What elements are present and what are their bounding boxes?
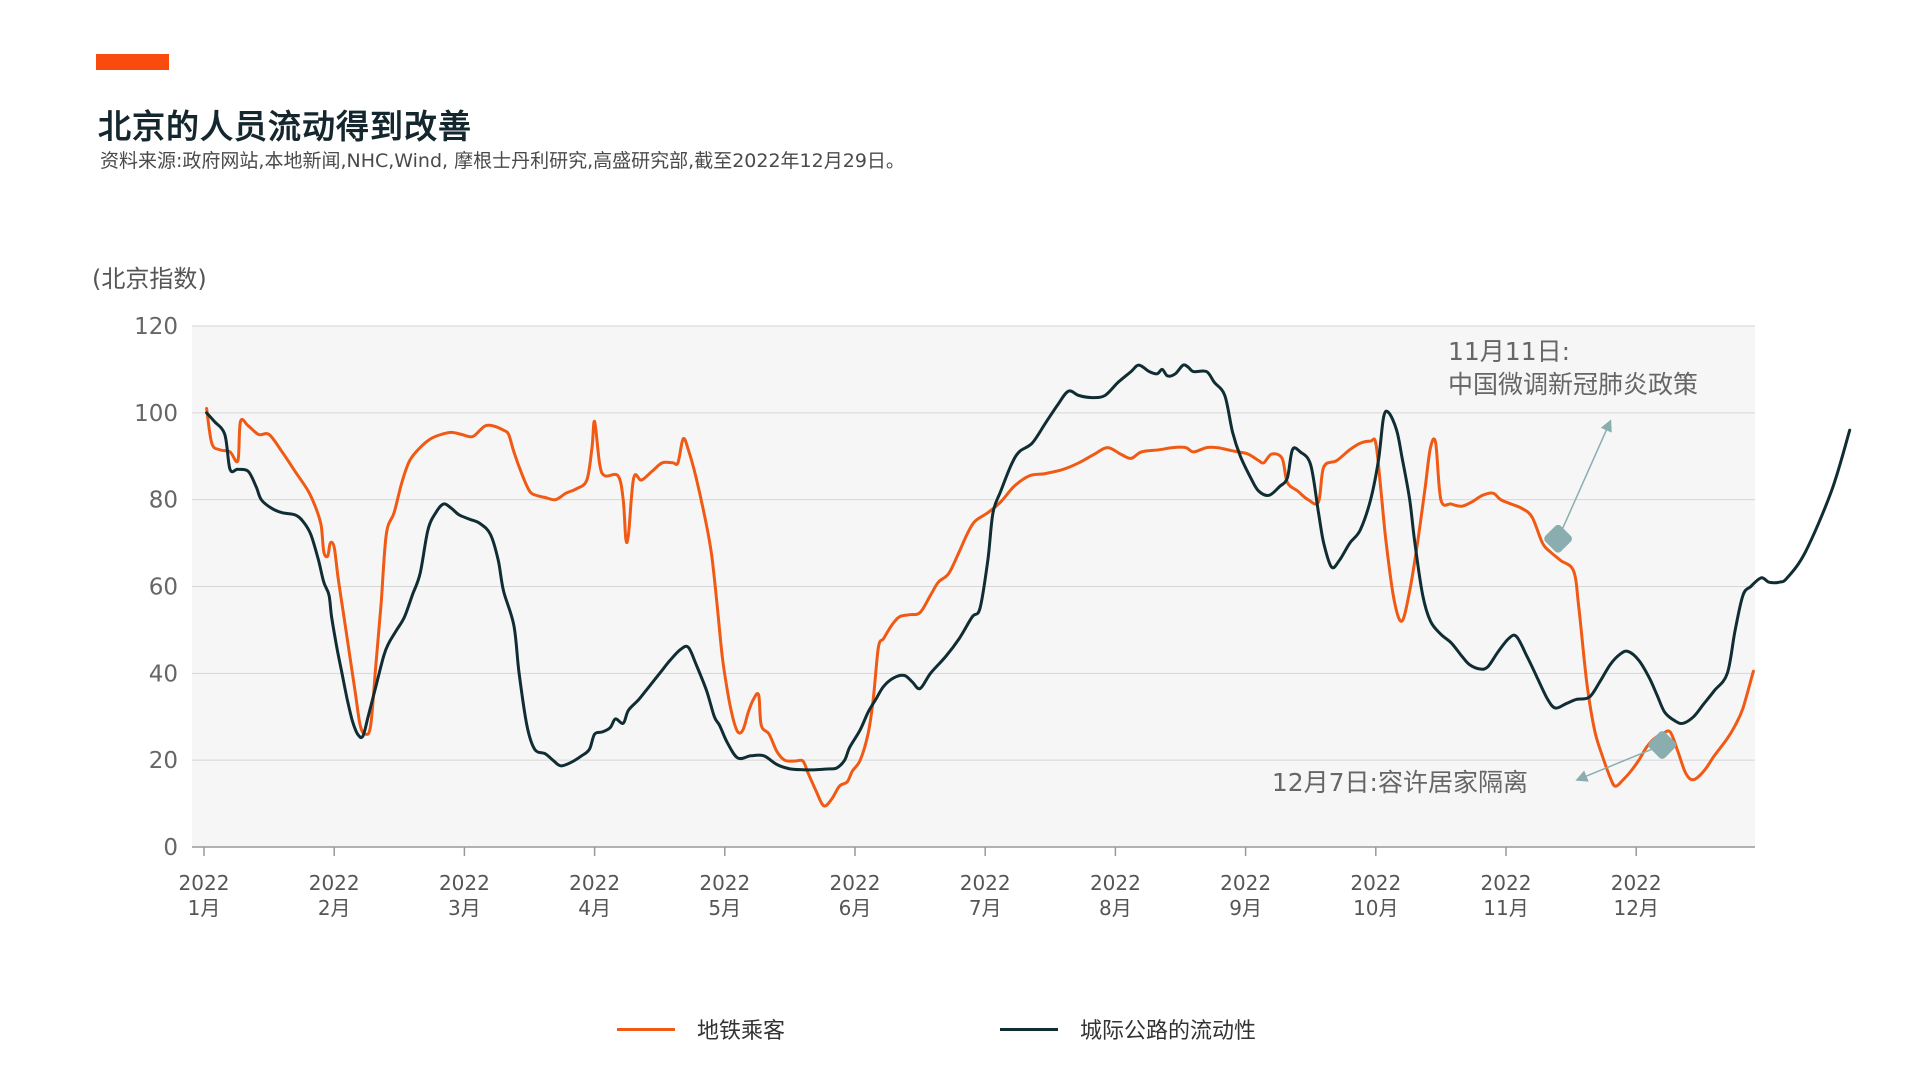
y-axis-label: (北京指数) <box>92 265 207 293</box>
annotation-text: 12月7日:容许居家隔离 <box>1272 768 1528 797</box>
y-tick-label: 40 <box>149 661 178 687</box>
legend-label-highway: 城际公路的流动性 <box>1080 1019 1257 1044</box>
x-tick-month: 2月 <box>318 896 351 920</box>
x-tick-month: 9月 <box>1229 896 1262 920</box>
legend-swatch-highway <box>1000 1027 1058 1031</box>
annotation-arrow <box>1575 744 1663 782</box>
series-line-subway <box>205 407 1755 808</box>
x-tick-year: 2022 <box>309 871 360 895</box>
page-title: 北京的人员流动得到改善 <box>98 107 472 146</box>
x-tick-year: 2022 <box>1220 871 1271 895</box>
y-tick-label: 100 <box>134 401 178 427</box>
y-tick-label: 120 <box>134 314 178 340</box>
x-tick-month: 12月 <box>1613 896 1658 920</box>
x-tick-year: 2022 <box>569 871 620 895</box>
x-tick-month: 8月 <box>1099 896 1132 920</box>
x-tick-year: 2022 <box>1090 871 1141 895</box>
accent-bar <box>96 54 169 70</box>
legend-item-subway: 地铁乘客 <box>617 1013 785 1045</box>
x-tick-month: 7月 <box>969 896 1002 920</box>
x-tick-year: 2022 <box>179 871 230 895</box>
x-tick-month: 4月 <box>578 896 611 920</box>
x-tick-month: 6月 <box>839 896 872 920</box>
x-tick-month: 11月 <box>1483 896 1528 920</box>
annotation-text: 中国微调新冠肺炎政策 <box>1448 370 1698 399</box>
x-tick-year: 2022 <box>960 871 1011 895</box>
x-tick-year: 2022 <box>1481 871 1532 895</box>
legend-label-subway: 地铁乘客 <box>697 1019 786 1044</box>
x-tick-year: 2022 <box>830 871 881 895</box>
annotation-marker <box>1544 524 1572 553</box>
legend-swatch-subway <box>617 1027 675 1031</box>
y-tick-label: 60 <box>149 575 178 601</box>
y-tick-label: 80 <box>149 488 178 514</box>
x-tick-month: 10月 <box>1353 896 1398 920</box>
y-tick-label: 20 <box>149 748 178 774</box>
legend-item-highway: 城际公路的流动性 <box>1000 1013 1256 1045</box>
y-tick-label: 0 <box>163 835 178 861</box>
x-tick-year: 2022 <box>1611 871 1662 895</box>
annotation-marker <box>1648 731 1677 759</box>
x-tick-year: 2022 <box>439 871 490 895</box>
annotation-arrow <box>1557 419 1612 540</box>
x-tick-month: 1月 <box>188 896 221 920</box>
series-line-highway <box>205 363 1852 772</box>
source-note: 资料来源:政府网站,本地新闻,NHC,Wind, 摩根士丹利研究,高盛研究部,截… <box>100 150 905 172</box>
x-tick-year: 2022 <box>1350 871 1401 895</box>
annotation-text: 11月11日: <box>1448 337 1570 366</box>
x-tick-month: 3月 <box>448 896 481 920</box>
x-tick-month: 5月 <box>708 896 741 920</box>
x-tick-year: 2022 <box>699 871 750 895</box>
